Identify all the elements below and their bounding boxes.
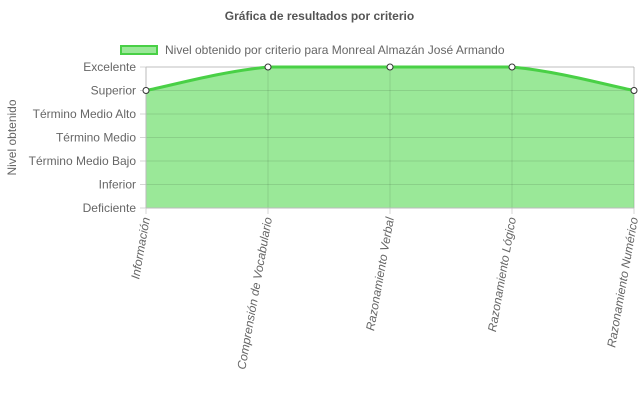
- y-tick-label: Término Medio Alto: [33, 107, 137, 121]
- data-point: [264, 63, 272, 71]
- data-point: [630, 87, 638, 94]
- data-point: [386, 63, 394, 71]
- x-tick-label: Razonamiento Verbal: [363, 216, 397, 332]
- y-tick-label: Deficiente: [83, 201, 137, 215]
- x-tick-label: Razonamiento Numérico: [604, 216, 639, 349]
- x-tick-label: Comprensión de Vocabulario: [234, 216, 275, 371]
- y-tick-label: Inferior: [99, 178, 136, 192]
- y-tick-label: Término Medio Bajo: [29, 154, 137, 168]
- data-point: [142, 87, 150, 94]
- chart-title: Gráfica de resultados por criterio: [224, 9, 415, 23]
- data-point: [508, 63, 516, 71]
- y-tick-label: Excelente: [83, 60, 136, 74]
- legend-swatch: [120, 45, 158, 55]
- y-axis-title: Nivel obtenido: [5, 99, 19, 175]
- x-tick-label: Razonamiento Lógico: [485, 216, 519, 333]
- legend[interactable]: Nivel obtenido por criterio para Monreal…: [120, 43, 505, 57]
- y-tick-label: Superior: [91, 84, 136, 98]
- legend-label: Nivel obtenido por criterio para Monreal…: [165, 43, 505, 57]
- x-tick-label: Información: [128, 216, 153, 280]
- series-area: [146, 67, 634, 208]
- y-tick-label: Término Medio: [56, 131, 136, 145]
